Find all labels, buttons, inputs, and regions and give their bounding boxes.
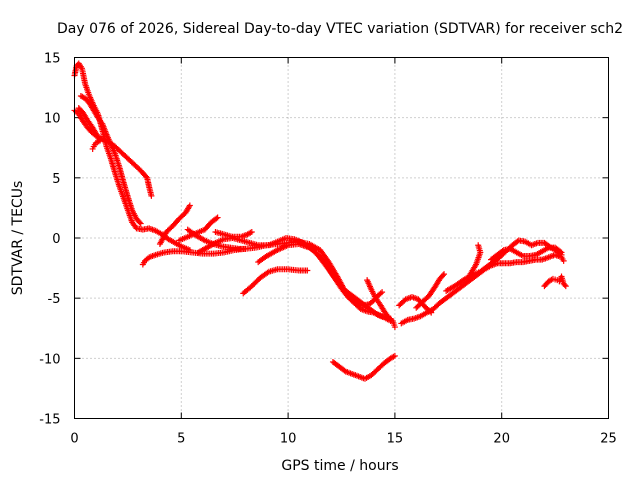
data-point [304,267,311,274]
y-tick-label: -10 [39,352,60,367]
data-point [428,309,435,316]
x-tick-label: 25 [600,432,617,447]
data-point [439,272,446,279]
chart-title: Day 076 of 2026, Sidereal Day-to-day VTE… [57,21,623,37]
x-tick-label: 15 [387,432,404,447]
series-arc-q [413,271,448,311]
x-tick-label: 10 [280,432,297,447]
y-tick-label: 15 [44,52,61,67]
plot-frame [74,57,609,419]
data-point [560,257,567,264]
y-axis-label: SDTVAR / TECUs [10,181,26,296]
series-arc-b [71,107,155,199]
y-tick-label: 0 [52,232,60,247]
series-arc-c [77,93,144,227]
data-point [137,220,144,227]
series-arc-h [184,226,249,252]
data-point [557,248,564,255]
data-point [558,249,565,256]
data-point [186,202,193,209]
data-point [136,219,143,226]
y-tick-label: -5 [48,292,61,307]
data-point [391,352,398,359]
data-point [499,247,506,254]
series-arc-g [176,214,221,244]
series-arc-d [75,105,104,152]
x-tick-label: 20 [493,432,510,447]
data-point [562,283,569,290]
data-point [214,214,221,221]
data-point [426,308,433,315]
data-point [148,192,155,199]
series-arc-k [240,266,311,297]
series-arc-n [364,277,398,331]
y-tick-label: 5 [52,172,60,187]
series-arc-o [398,251,567,327]
series-arc-m [265,235,394,325]
y-tick-label: -15 [39,413,60,428]
data-point [475,242,482,249]
series-arc-s [466,242,484,279]
series-arc-f [156,202,193,248]
series-arc-i [212,228,255,240]
x-tick-label: 0 [70,432,78,447]
data-point [213,215,220,222]
x-tick-label: 5 [177,432,185,447]
series-arc-v [329,352,398,382]
data-point [242,245,249,252]
y-tick-label: 10 [44,112,61,127]
data-point [89,145,96,152]
series-arc-t [488,244,565,263]
data-point [379,289,386,296]
data-point [391,324,398,331]
grid [74,57,609,419]
series-arc-u [541,273,569,290]
axes: 0 5 10 15 20 25 -15 -10 -5 0 5 10 15 [39,52,617,447]
series-arc-j [195,235,270,256]
x-axis-label: GPS time / hours [281,458,398,474]
data-point [561,281,568,288]
data-point [441,271,448,278]
data-marks [71,60,569,382]
data-point [248,228,255,235]
